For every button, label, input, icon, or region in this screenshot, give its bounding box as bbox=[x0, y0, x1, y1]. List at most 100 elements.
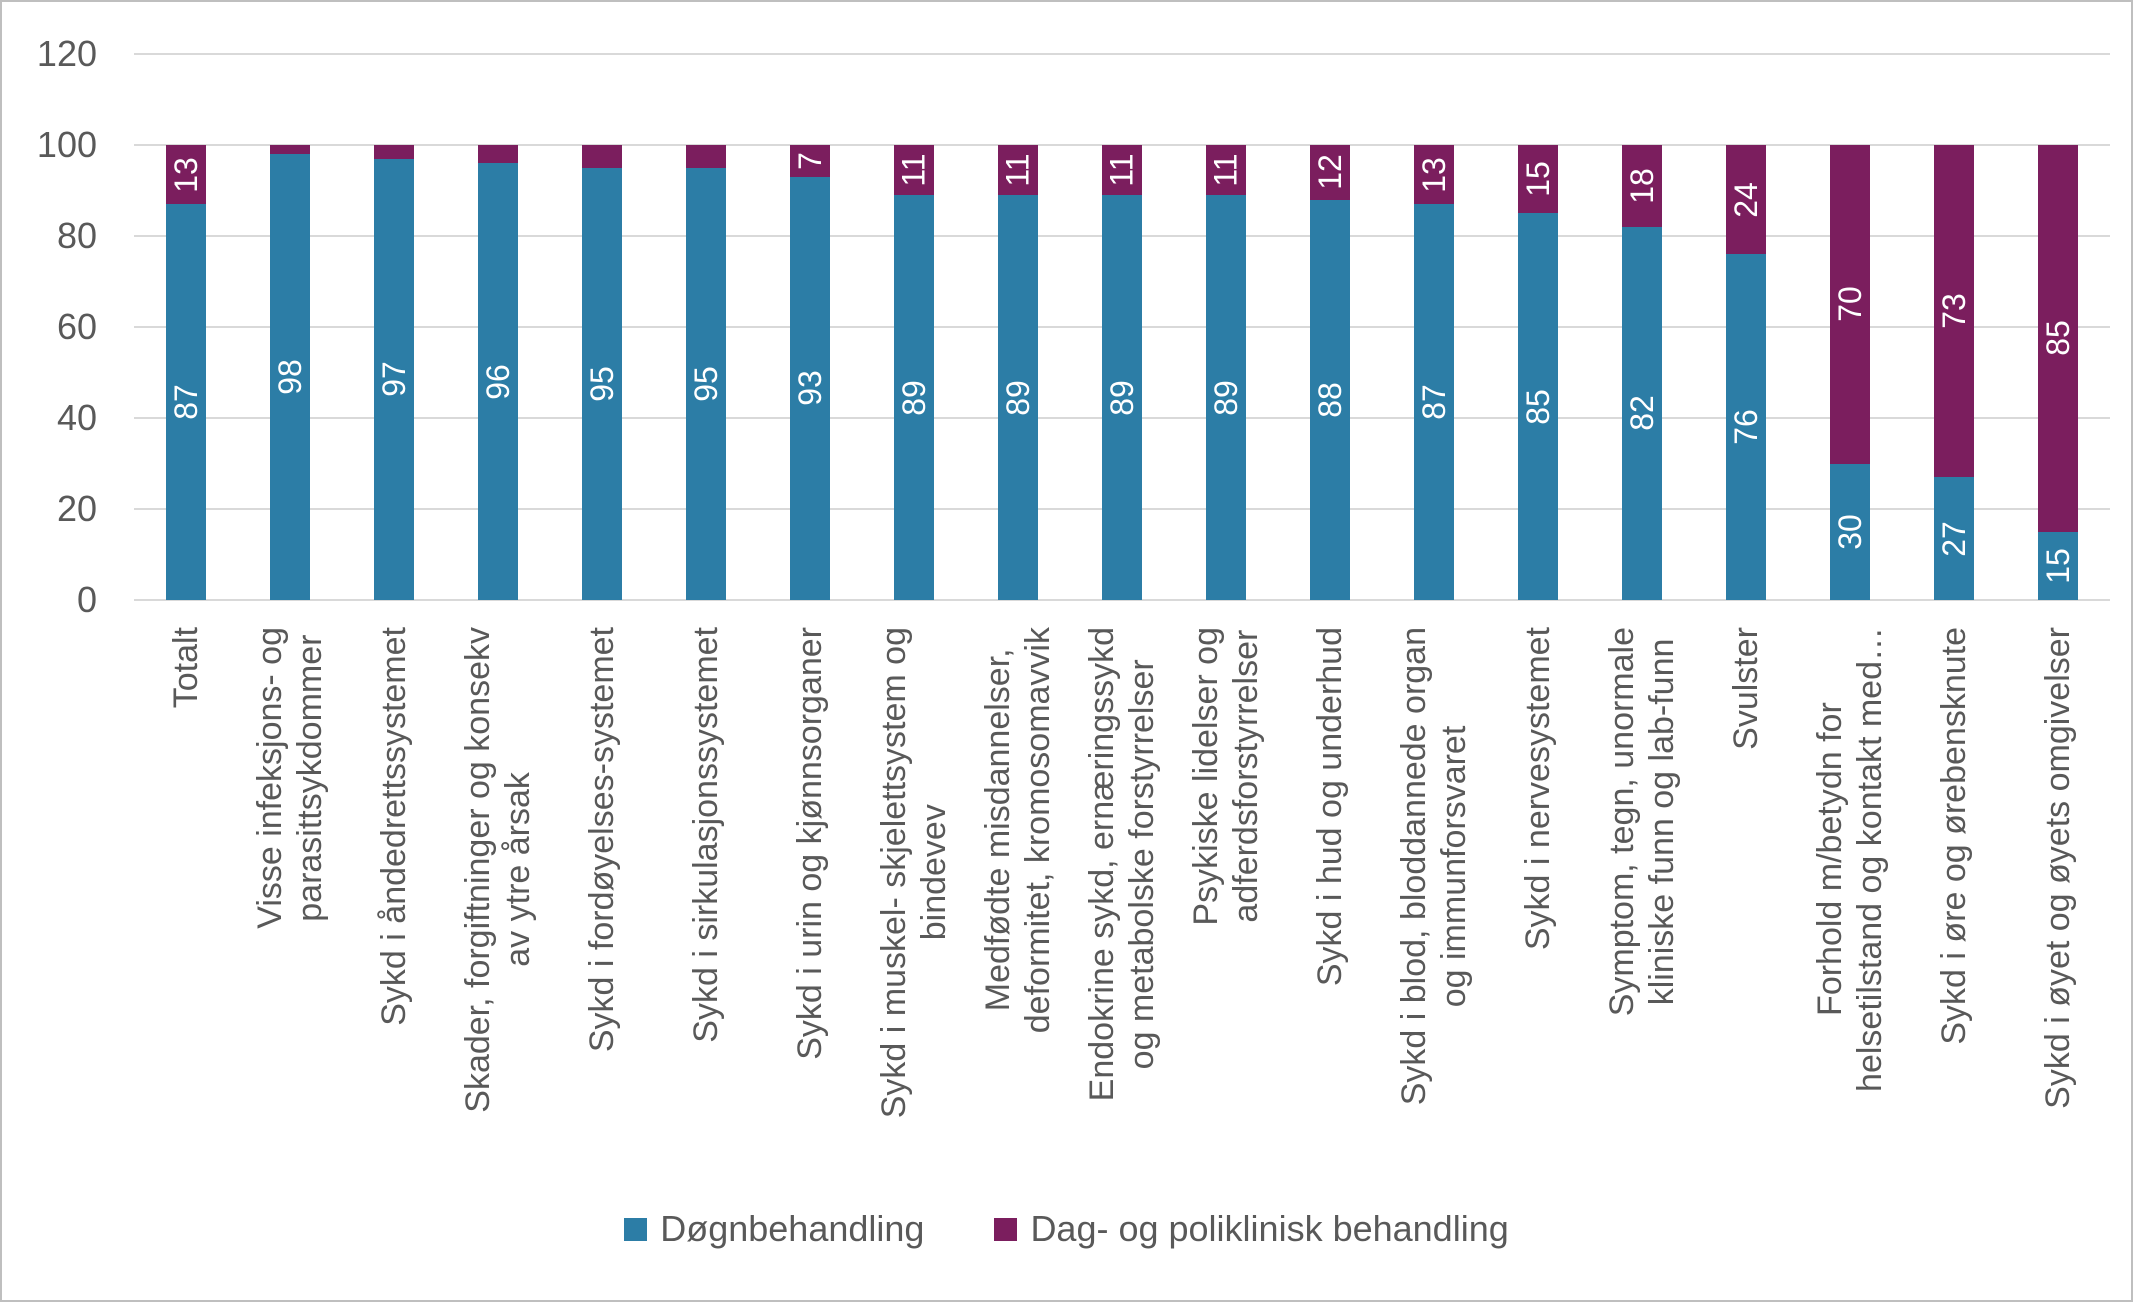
bar-segment-dognbehandling: 93 bbox=[790, 176, 830, 600]
stacked-bar: 15 85 bbox=[1518, 145, 1558, 600]
bar-segment-dognbehandling: 97 bbox=[374, 158, 414, 600]
bar-value-label: 11 bbox=[1000, 153, 1036, 187]
stacked-bar: 96 bbox=[478, 145, 518, 600]
x-category-cell: Psykiske lidelser og adferdsforstyrrelse… bbox=[1174, 627, 1278, 1172]
bar-value-label: 93 bbox=[792, 370, 828, 407]
bar-segment-dag-poliklinisk: 11 bbox=[1102, 145, 1142, 196]
x-axis-category-label: Medfødte misdannelser, deformitet, kromo… bbox=[978, 627, 1057, 1034]
gridline-120 bbox=[134, 53, 2110, 55]
bar-value-label: 13 bbox=[168, 156, 204, 193]
bar-segment-dag-poliklinisk: 70 bbox=[1830, 145, 1870, 464]
bar-segment-dognbehandling: 87 bbox=[166, 204, 206, 600]
bar-segment-dognbehandling: 87 bbox=[1414, 204, 1454, 600]
bar-segment-dag-poliklinisk bbox=[686, 145, 726, 168]
x-category-cell: Sykd i blod, bloddannede organ og immunf… bbox=[1382, 627, 1486, 1172]
legend: Døgnbehandling Dag- og poliklinisk behan… bbox=[2, 1208, 2131, 1250]
bar-segment-dognbehandling: 82 bbox=[1622, 226, 1662, 600]
x-axis-category-label: Sykd i øyet og øyets omgivelser bbox=[2038, 627, 2077, 1109]
bar-segment-dognbehandling: 85 bbox=[1518, 213, 1558, 600]
bar-segment-dag-poliklinisk: 18 bbox=[1622, 145, 1662, 227]
bar-segment-dag-poliklinisk: 11 bbox=[1206, 145, 1246, 196]
bar-value-label: 89 bbox=[1104, 379, 1140, 416]
x-axis-category-label: Skader, forgiftninger og konsekv av ytre… bbox=[458, 627, 537, 1113]
bar-value-label: 87 bbox=[1416, 384, 1452, 420]
bar-segment-dag-poliklinisk bbox=[270, 145, 310, 155]
bar-value-label: 98 bbox=[272, 359, 308, 395]
bar-segment-dognbehandling: 89 bbox=[1206, 195, 1246, 600]
bar-value-label: 95 bbox=[688, 366, 724, 402]
bar-value-label: 12 bbox=[1312, 154, 1348, 191]
bar-segment-dognbehandling: 15 bbox=[2038, 531, 2078, 600]
x-axis-category-label: Psykiske lidelser og adferdsforstyrrelse… bbox=[1186, 627, 1265, 926]
bar-segment-dognbehandling: 76 bbox=[1726, 254, 1766, 600]
bar-segment-dag-poliklinisk: 13 bbox=[166, 145, 206, 205]
bar-slot: 11 89 bbox=[966, 145, 1070, 600]
bar-slot: 98 bbox=[238, 145, 342, 600]
bar-segment-dag-poliklinisk bbox=[478, 145, 518, 164]
bar-slot: 97 bbox=[342, 145, 446, 600]
bar-value-label: 95 bbox=[584, 366, 620, 402]
legend-label-dognbehandling: Døgnbehandling bbox=[660, 1208, 925, 1249]
x-category-cell: Svulster bbox=[1694, 627, 1798, 1172]
bar-slot: 95 bbox=[654, 145, 758, 600]
x-category-cell: Visse infeksjons- og parasittsykdommer bbox=[238, 627, 342, 1172]
x-category-cell: Sykd i urin og kjønnsorganer bbox=[758, 627, 862, 1172]
bar-value-label: 7 bbox=[791, 152, 828, 170]
bar-value-label: 89 bbox=[1000, 379, 1036, 416]
x-axis-category-label: Sykd i sirkulasjonssystemet bbox=[686, 627, 725, 1043]
x-axis-category-label: Endokrine sykd, ernæringssykd og metabol… bbox=[1082, 627, 1161, 1102]
bar-slot: 11 89 bbox=[1070, 145, 1174, 600]
y-axis-tick-label: 80 bbox=[56, 215, 97, 256]
stacked-bar: 11 89 bbox=[998, 145, 1038, 600]
bar-value-label: 15 bbox=[1520, 161, 1556, 197]
bar-slot: 70 30 bbox=[1798, 145, 1902, 600]
bar-segment-dag-poliklinisk: 11 bbox=[894, 145, 934, 196]
stacked-bar: 12 88 bbox=[1310, 145, 1350, 600]
bar-value-label: 15 bbox=[2040, 548, 2076, 584]
y-axis-tick-label: 40 bbox=[56, 397, 97, 438]
y-axis-tick-label: 120 bbox=[36, 33, 97, 74]
y-axis-tick-label: 0 bbox=[76, 579, 97, 620]
stacked-bar: 73 27 bbox=[1934, 145, 1974, 600]
bar-value-label: 89 bbox=[1208, 379, 1244, 416]
bar-value-label: 85 bbox=[2040, 320, 2076, 357]
bar-slot: 11 89 bbox=[862, 145, 966, 600]
bar-segment-dag-poliklinisk bbox=[374, 145, 414, 159]
x-category-cell: Sykd i nervesystemet bbox=[1486, 627, 1590, 1172]
bar-segment-dognbehandling: 89 bbox=[998, 195, 1038, 600]
bar-value-label: 97 bbox=[376, 361, 412, 398]
x-category-cell: Sykd i øyet og øyets omgivelser bbox=[2006, 627, 2110, 1172]
bar-value-label: 11 bbox=[1208, 153, 1244, 187]
bar-value-label: 76 bbox=[1728, 409, 1764, 445]
bar-segment-dag-poliklinisk: 12 bbox=[1310, 145, 1350, 200]
stacked-bar: 11 89 bbox=[894, 145, 934, 600]
legend-swatch-dognbehandling bbox=[624, 1217, 648, 1241]
x-category-cell: Sykd i fordøyelses-systemet bbox=[550, 627, 654, 1172]
bar-segment-dognbehandling: 88 bbox=[1310, 199, 1350, 600]
stacked-bar: 11 89 bbox=[1206, 145, 1246, 600]
bar-slot: 13 87 bbox=[1382, 145, 1486, 600]
x-axis-category-label: Visse infeksjons- og parasittsykdommer bbox=[250, 627, 329, 929]
x-axis-category-label: Sykd i blod, bloddannede organ og immunf… bbox=[1394, 627, 1473, 1106]
bar-value-label: 88 bbox=[1312, 381, 1348, 418]
stacked-bar: 95 bbox=[582, 145, 622, 600]
stacked-bar: 85 15 bbox=[2038, 145, 2078, 600]
bar-slot: 7 93 bbox=[758, 145, 862, 600]
x-category-cell: Medfødte misdannelser, deformitet, kromo… bbox=[966, 627, 1070, 1172]
bar-value-label: 70 bbox=[1832, 286, 1868, 323]
stacked-bar: 24 76 bbox=[1726, 145, 1766, 600]
x-axis-category-label: Sykd i hud og underhud bbox=[1310, 627, 1349, 987]
legend-label-dag-poliklinisk: Dag- og poliklinisk behandling bbox=[1030, 1208, 1509, 1249]
bar-segment-dag-poliklinisk: 73 bbox=[1934, 145, 1974, 478]
x-category-cell: Sykd i hud og underhud bbox=[1278, 627, 1382, 1172]
x-axis-category-label: Sykd i fordøyelses-systemet bbox=[582, 627, 621, 1053]
x-category-cell: Symptom, tegn, unormale kliniske funn og… bbox=[1590, 627, 1694, 1172]
bar-segment-dag-poliklinisk bbox=[582, 145, 622, 168]
bar-segment-dag-poliklinisk: 7 bbox=[790, 145, 830, 177]
bar-value-label: 18 bbox=[1624, 168, 1660, 204]
x-category-cell: Sykd i åndedrettssystemet bbox=[342, 627, 446, 1172]
stacked-bar: 95 bbox=[686, 145, 726, 600]
x-axis-category-label: Forhold m/betydn for helsetilstand og ko… bbox=[1810, 627, 1889, 1092]
x-axis-category-label: Sykd i åndedrettssystemet bbox=[374, 627, 413, 1026]
